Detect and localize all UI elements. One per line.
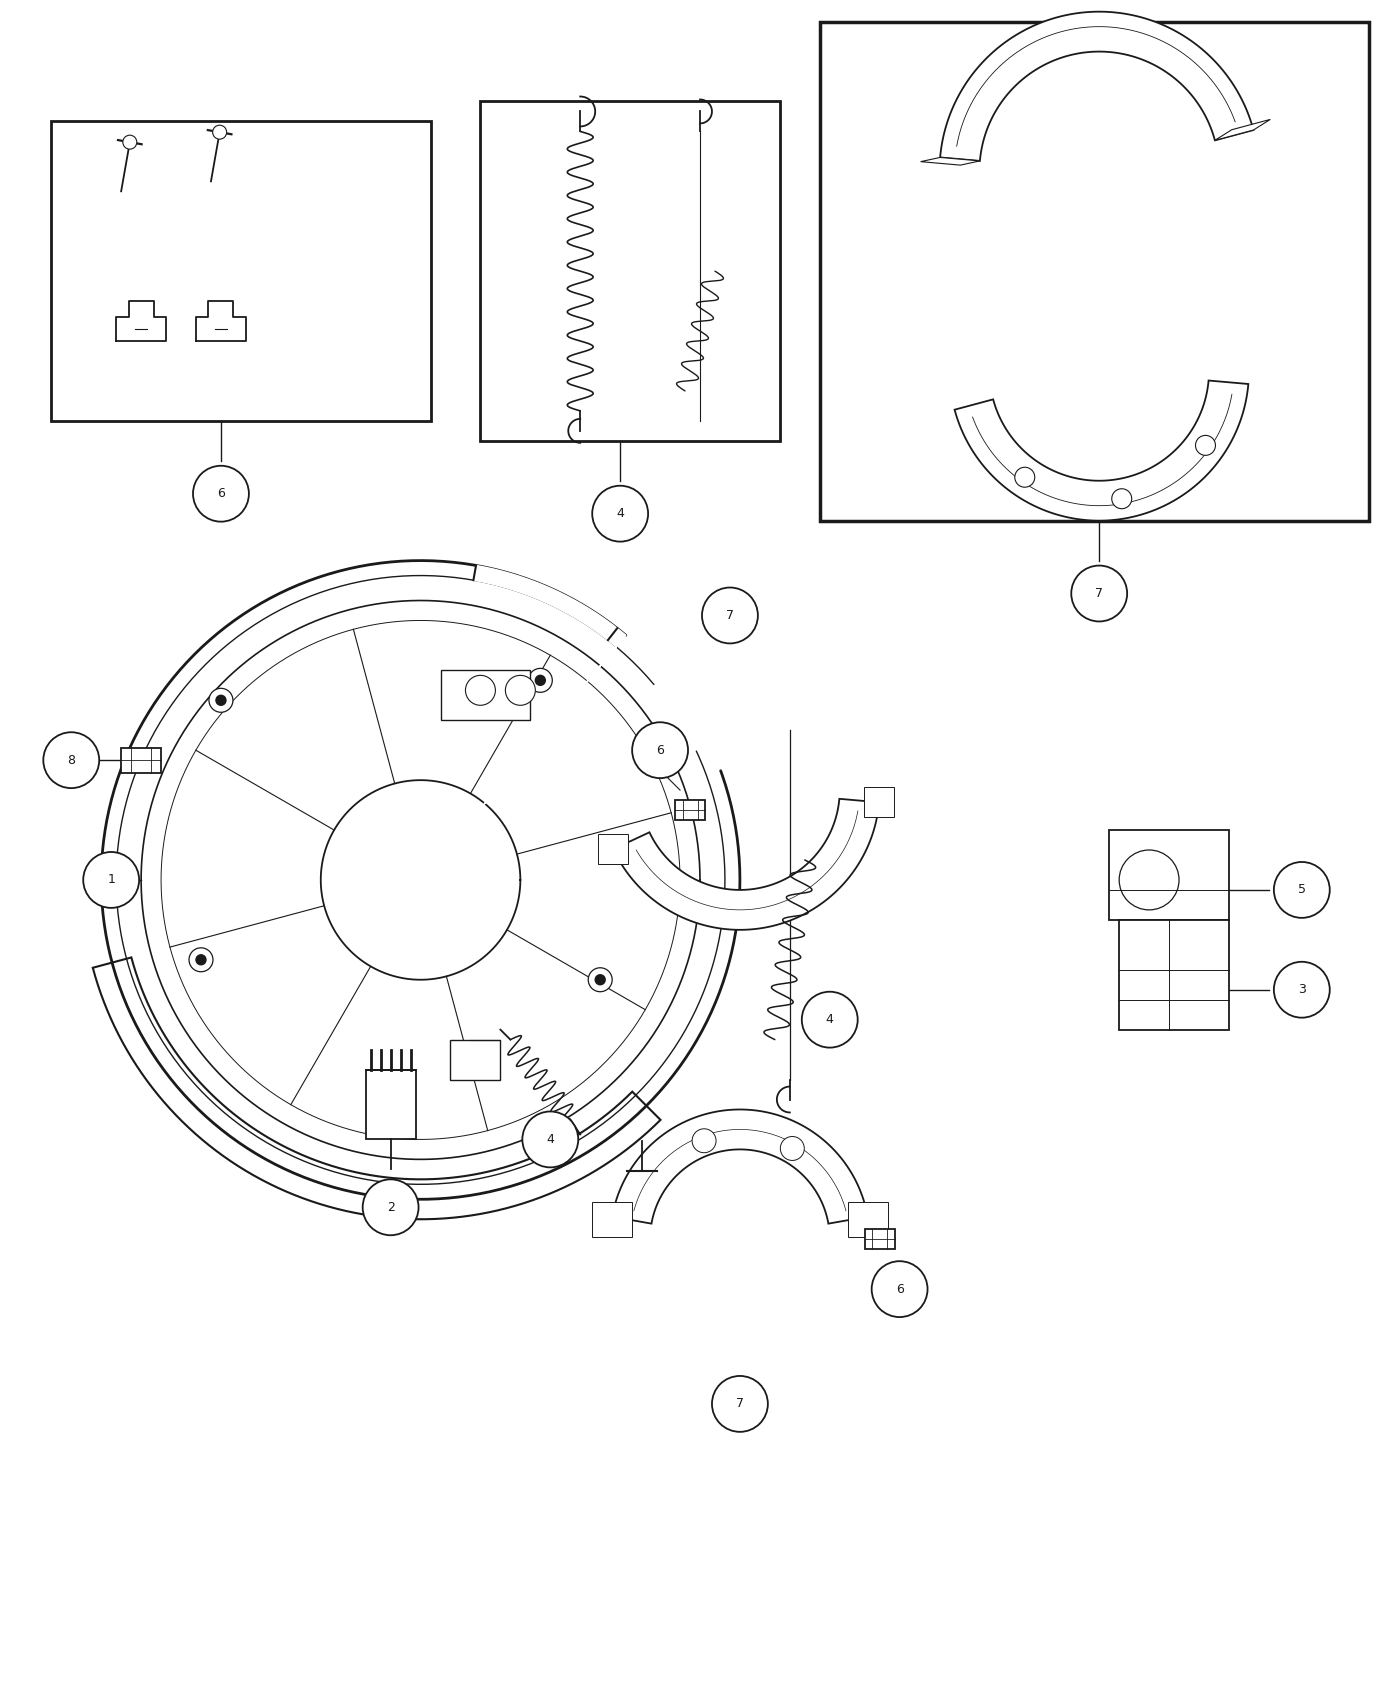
Circle shape bbox=[692, 1129, 715, 1153]
Polygon shape bbox=[613, 799, 879, 930]
Circle shape bbox=[1274, 862, 1330, 918]
Polygon shape bbox=[92, 957, 661, 1219]
Circle shape bbox=[802, 991, 858, 1047]
Circle shape bbox=[780, 1137, 804, 1161]
Circle shape bbox=[123, 136, 137, 150]
Bar bbox=[820, 22, 1369, 520]
Bar bbox=[865, 1229, 895, 1250]
Text: 1: 1 bbox=[108, 874, 115, 886]
Text: 5: 5 bbox=[1298, 884, 1306, 896]
Bar bbox=[864, 787, 895, 818]
Bar bbox=[451, 1040, 500, 1080]
Polygon shape bbox=[941, 12, 1253, 162]
Text: 3: 3 bbox=[1298, 983, 1306, 996]
Circle shape bbox=[196, 955, 206, 966]
Bar bbox=[848, 1202, 888, 1236]
Text: 6: 6 bbox=[896, 1282, 903, 1295]
Circle shape bbox=[189, 949, 213, 972]
Circle shape bbox=[595, 974, 605, 984]
Bar bbox=[122, 748, 161, 774]
Text: 7: 7 bbox=[1095, 586, 1103, 600]
Polygon shape bbox=[612, 1110, 868, 1224]
Bar bbox=[1109, 830, 1229, 920]
Circle shape bbox=[213, 126, 227, 139]
Circle shape bbox=[528, 668, 552, 692]
Bar bbox=[675, 801, 706, 819]
Polygon shape bbox=[1215, 119, 1270, 141]
Bar bbox=[598, 835, 629, 864]
Circle shape bbox=[209, 688, 232, 712]
Circle shape bbox=[522, 1112, 578, 1168]
Bar bbox=[592, 1202, 633, 1236]
Circle shape bbox=[83, 852, 139, 908]
Text: 4: 4 bbox=[546, 1132, 554, 1146]
Bar bbox=[441, 670, 531, 721]
Circle shape bbox=[1196, 435, 1215, 456]
Circle shape bbox=[1015, 468, 1035, 488]
Circle shape bbox=[535, 675, 546, 685]
Polygon shape bbox=[921, 158, 980, 165]
Circle shape bbox=[465, 675, 496, 705]
Bar bbox=[365, 1069, 416, 1139]
Circle shape bbox=[872, 1261, 928, 1318]
Text: 4: 4 bbox=[826, 1013, 833, 1027]
Bar bbox=[52, 121, 431, 422]
Circle shape bbox=[1274, 962, 1330, 1018]
Circle shape bbox=[216, 695, 225, 706]
Circle shape bbox=[43, 733, 99, 789]
Circle shape bbox=[505, 675, 535, 705]
Circle shape bbox=[1112, 488, 1131, 508]
Text: 2: 2 bbox=[386, 1200, 395, 1214]
Circle shape bbox=[363, 1180, 419, 1236]
Text: 6: 6 bbox=[657, 743, 664, 756]
Polygon shape bbox=[420, 566, 626, 881]
Text: 6: 6 bbox=[217, 488, 225, 500]
Polygon shape bbox=[955, 381, 1249, 520]
Circle shape bbox=[588, 967, 612, 991]
Circle shape bbox=[633, 722, 687, 779]
Circle shape bbox=[701, 588, 757, 643]
Text: 7: 7 bbox=[727, 609, 734, 622]
Text: 4: 4 bbox=[616, 507, 624, 520]
Bar bbox=[480, 102, 780, 440]
Circle shape bbox=[193, 466, 249, 522]
Bar bbox=[1119, 920, 1229, 1030]
Circle shape bbox=[1119, 850, 1179, 910]
Circle shape bbox=[713, 1375, 767, 1431]
Circle shape bbox=[592, 486, 648, 542]
Text: 7: 7 bbox=[736, 1397, 743, 1411]
Text: 8: 8 bbox=[67, 753, 76, 767]
Circle shape bbox=[1071, 566, 1127, 622]
